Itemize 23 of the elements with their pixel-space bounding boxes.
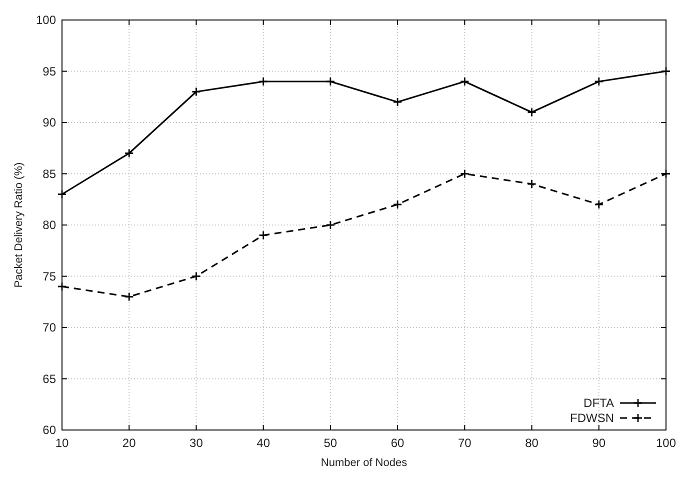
y-tick-label: 60 [42, 423, 56, 437]
x-axis-title: Number of Nodes [320, 457, 408, 469]
x-tick-label: 80 [525, 436, 539, 450]
x-tick-label: 20 [122, 436, 136, 450]
x-tick-label: 30 [190, 436, 204, 450]
x-tick-label: 50 [324, 436, 338, 450]
x-tick-label: 40 [256, 436, 270, 450]
y-tick-label: 100 [36, 13, 56, 27]
x-tick-label: 100 [656, 436, 676, 450]
x-tick-label: 70 [458, 436, 472, 450]
x-tick-label: 10 [55, 436, 69, 450]
y-axis-title: Packet Delivery Ratio (%) [13, 162, 25, 288]
y-tick-label: 75 [42, 269, 56, 284]
y-tick-label: 95 [42, 64, 56, 78]
y-tick-label: 80 [42, 218, 56, 232]
y-tick-label: 70 [42, 320, 56, 334]
legend-label: DFTA [584, 396, 614, 410]
y-tick-label: 90 [42, 116, 56, 130]
y-tick-label: 65 [42, 372, 56, 386]
x-tick-label: 60 [390, 436, 405, 450]
y-tick-label: 85 [42, 166, 56, 181]
x-tick-label: 90 [592, 436, 606, 450]
legend-label: FDWSN [570, 411, 614, 425]
